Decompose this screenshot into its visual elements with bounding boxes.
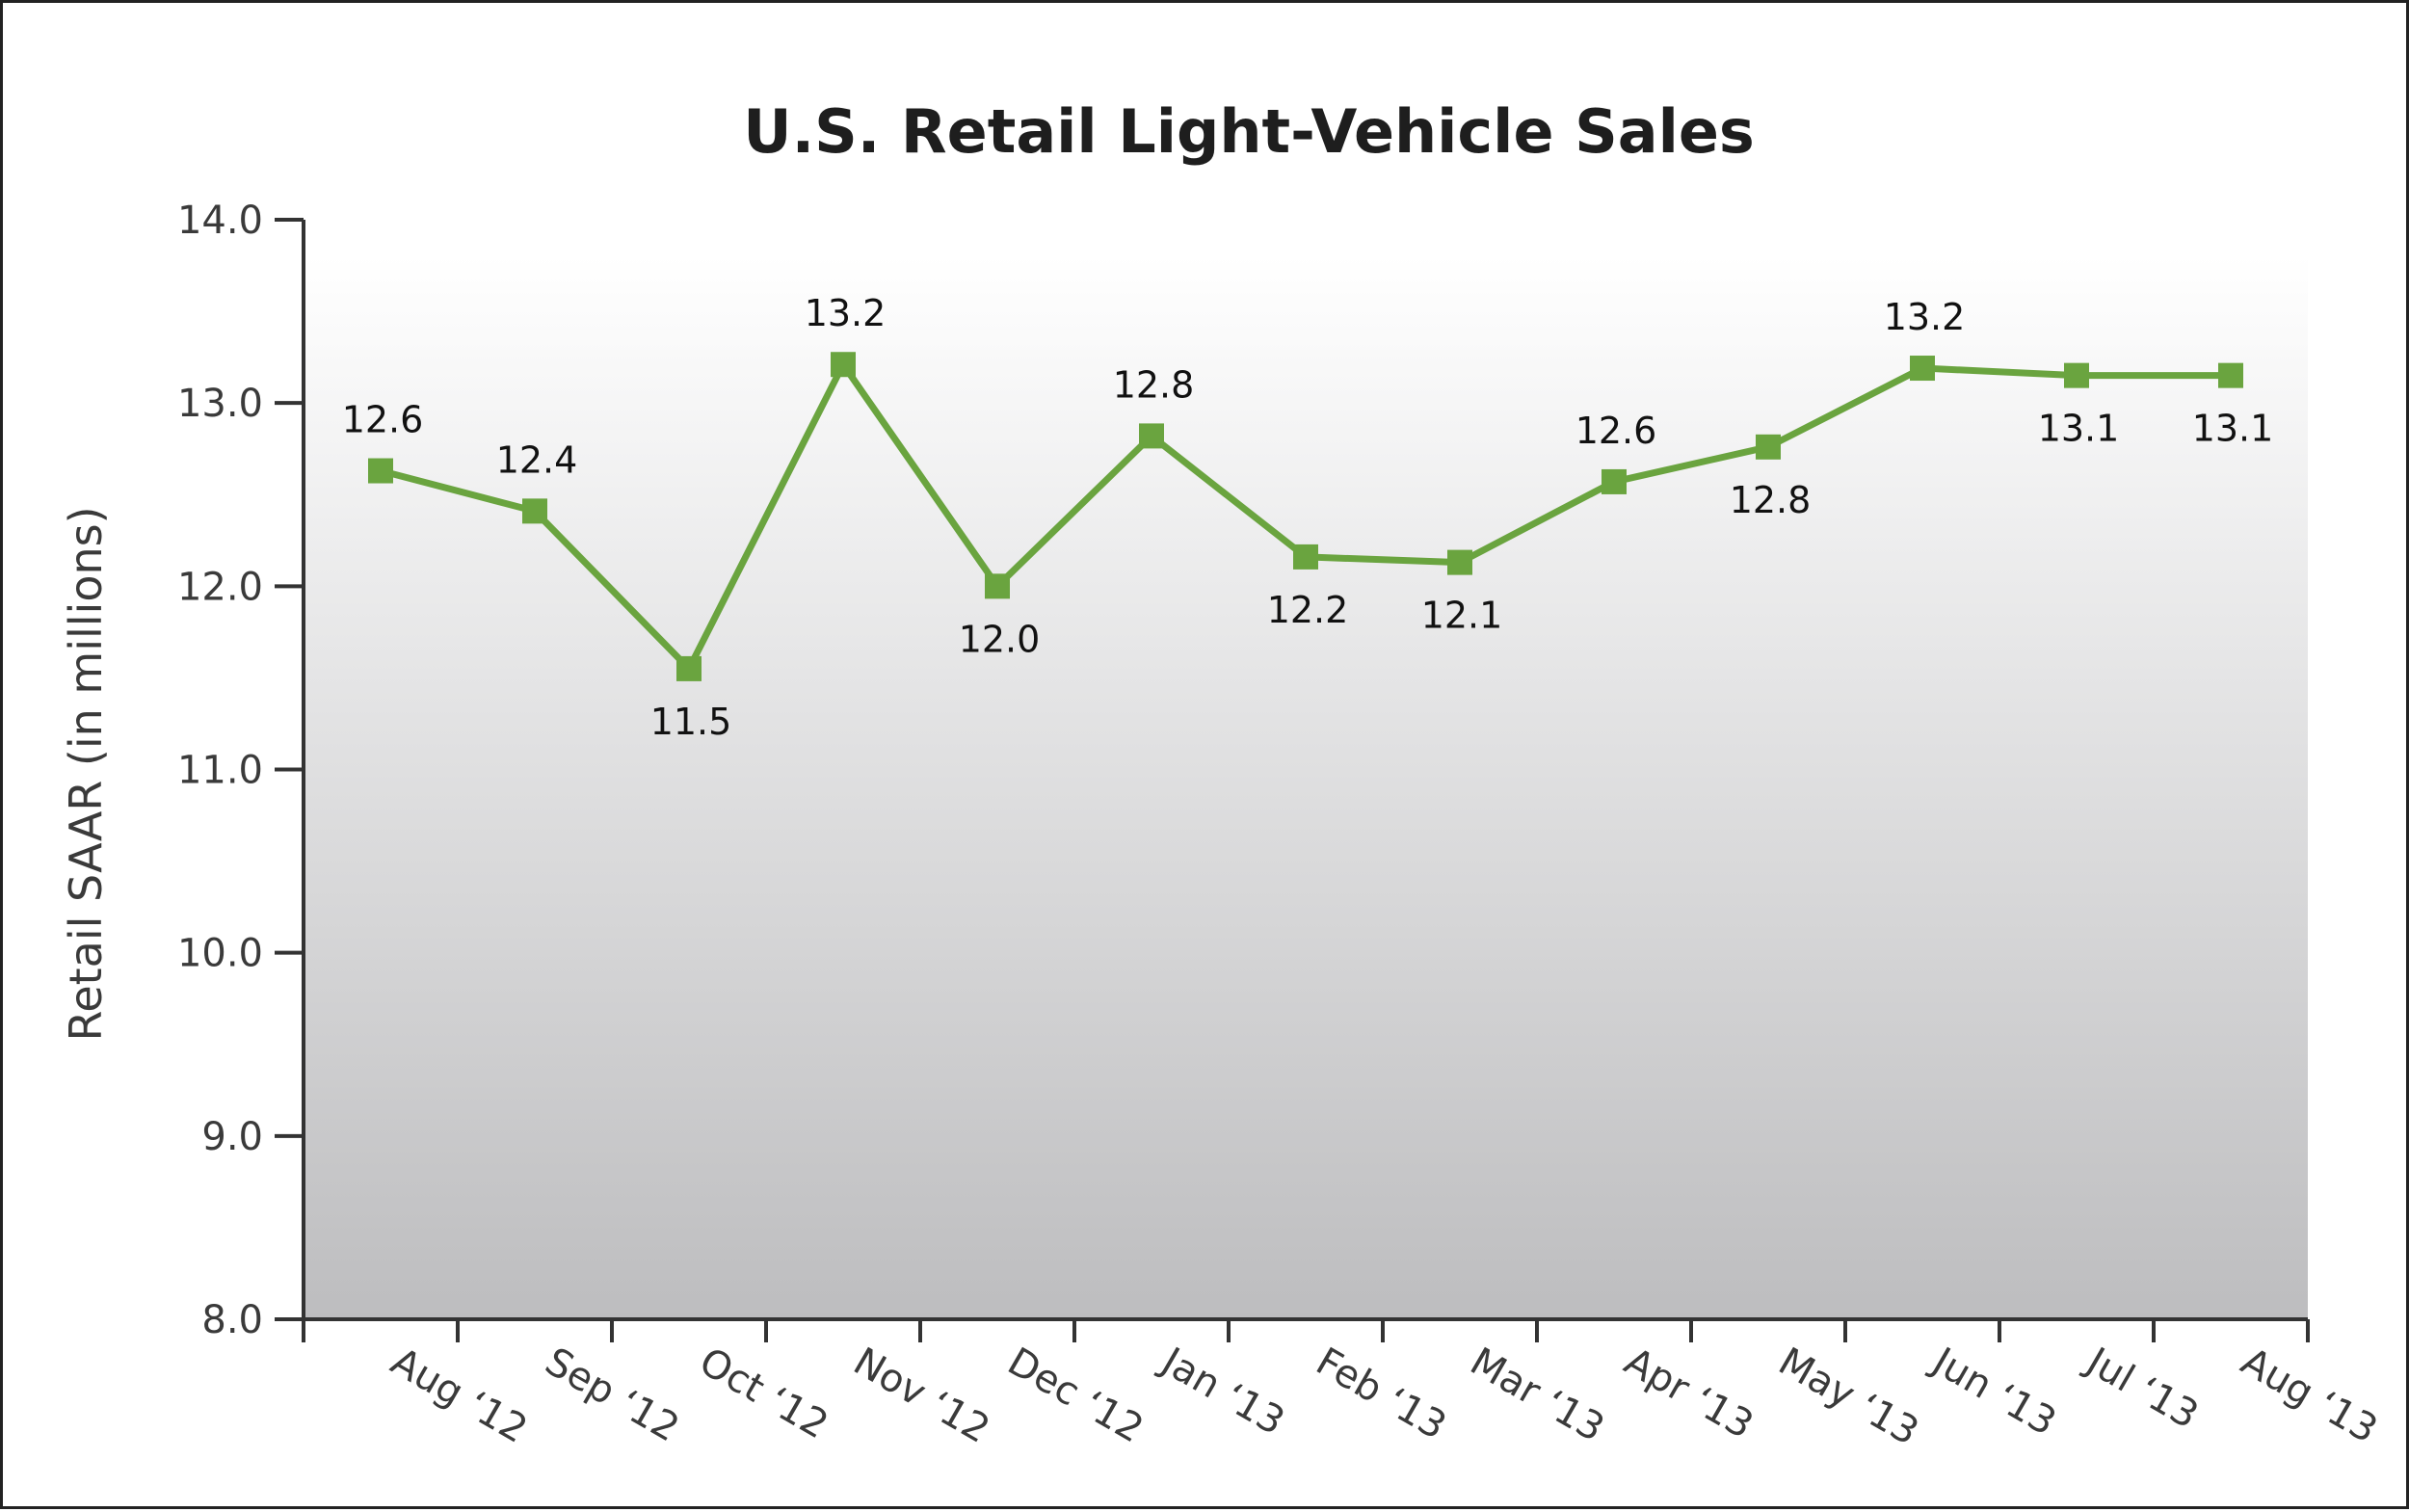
- data-point-marker: [985, 573, 1010, 599]
- line-chart: U.S. Retail Light-Vehicle Sales Retail S…: [60, 96, 2385, 1454]
- data-point-marker: [1293, 544, 1318, 570]
- x-tick-label: Mar ‘13: [1463, 1340, 1611, 1451]
- y-tick-label: 12.0: [177, 565, 263, 609]
- data-label: 12.6: [1575, 410, 1657, 452]
- data-label: 12.4: [496, 438, 578, 481]
- data-point-marker: [1447, 549, 1472, 575]
- x-tick-label: Feb ‘13: [1309, 1340, 1453, 1448]
- data-point-marker: [522, 498, 547, 524]
- x-tick-label: Aug ‘13: [2234, 1340, 2385, 1452]
- data-point-marker: [1756, 434, 1781, 460]
- x-tick-label: Aug ‘12: [384, 1340, 535, 1452]
- chart-title: U.S. Retail Light-Vehicle Sales: [743, 96, 1755, 167]
- y-tick-label: 13.0: [177, 382, 263, 426]
- x-tick-label: Sep ‘12: [538, 1340, 686, 1451]
- data-label: 12.0: [959, 618, 1041, 660]
- y-tick-label: 9.0: [201, 1115, 263, 1159]
- x-tick-label: Jan ‘13: [1152, 1338, 1291, 1444]
- plot-background: [304, 255, 2308, 1319]
- data-label: 12.8: [1730, 479, 1812, 521]
- data-point-marker: [2218, 362, 2243, 388]
- x-tick-label: Dec ‘12: [1000, 1340, 1151, 1452]
- data-label: 13.2: [805, 292, 887, 334]
- y-tick-label: 14.0: [177, 199, 263, 243]
- data-point-marker: [1139, 423, 1164, 449]
- x-tick-label: Jun ‘13: [1922, 1338, 2063, 1445]
- x-tick-label: Oct ‘12: [692, 1340, 835, 1448]
- data-label: 12.1: [1421, 595, 1503, 637]
- x-axis-ticks: Aug ‘12 Sep ‘12 Oct ‘12 Nov ‘12 Dec ‘12 Jan ‘…: [302, 1319, 2385, 1454]
- y-axis-label: Retail SAAR (in millions): [60, 506, 112, 1041]
- data-label: 13.1: [2192, 408, 2274, 450]
- y-axis-ticks: 8.0 9.0 10.0 11.0 12.0 13.0 14.0: [177, 199, 304, 1342]
- data-label: 12.8: [1113, 363, 1195, 406]
- data-point-marker: [2064, 362, 2089, 388]
- y-tick-label: 8.0: [201, 1298, 263, 1342]
- data-label: 12.2: [1267, 589, 1349, 631]
- data-point-marker: [368, 458, 393, 484]
- data-point-marker: [1910, 356, 1935, 382]
- data-label: 12.6: [342, 399, 424, 441]
- series-group: 12.6 12.4 11.5 13.2 12.0 12.8 12.2 12.1 12.6 12.8…: [342, 292, 2274, 743]
- y-tick-label: 11.0: [177, 749, 263, 793]
- data-point-marker: [1602, 468, 1627, 494]
- data-point-marker: [676, 655, 702, 681]
- x-tick-label: Apr ‘13: [1617, 1340, 1760, 1448]
- data-point-marker: [831, 352, 856, 378]
- x-tick-label: Nov ‘12: [846, 1340, 997, 1452]
- y-tick-label: 10.0: [177, 932, 263, 976]
- data-label: 13.1: [2038, 408, 2120, 450]
- x-tick-label: May ‘13: [1771, 1340, 1926, 1454]
- data-label: 13.2: [1884, 296, 1966, 338]
- data-label: 11.5: [650, 701, 732, 743]
- x-tick-label: Jul ‘13: [2077, 1338, 2205, 1438]
